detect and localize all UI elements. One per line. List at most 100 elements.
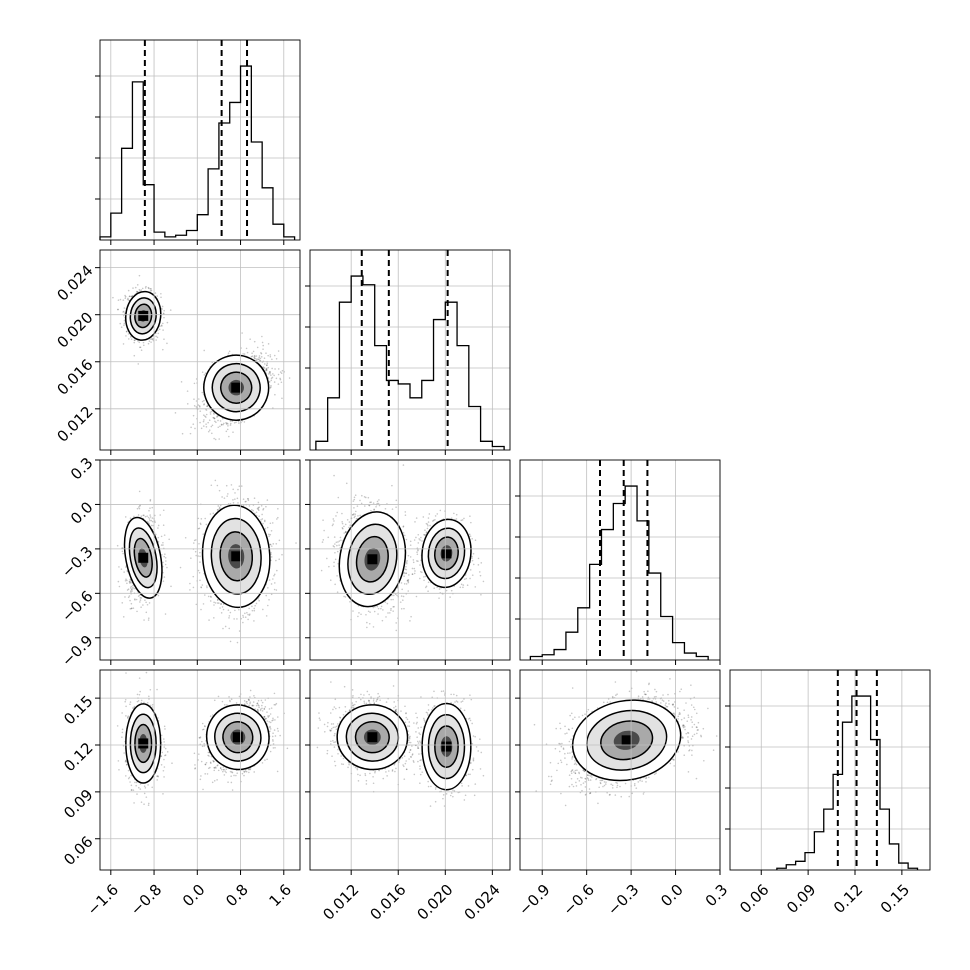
sample-point xyxy=(264,520,266,523)
sample-point xyxy=(244,500,247,503)
sample-point xyxy=(247,618,249,621)
sample-point xyxy=(270,530,273,532)
sample-point xyxy=(119,298,122,301)
sample-point xyxy=(209,600,212,602)
sample-point xyxy=(262,344,265,347)
sample-point xyxy=(265,615,268,617)
sample-point xyxy=(262,507,265,510)
sample-point xyxy=(205,523,208,526)
sample-point xyxy=(376,500,379,503)
sample-point xyxy=(275,589,278,591)
sample-point xyxy=(144,599,146,601)
sample-point xyxy=(267,587,269,589)
sample-point xyxy=(217,426,220,429)
sample-point xyxy=(136,290,139,293)
sample-point xyxy=(149,514,151,516)
histogram-4 xyxy=(776,695,919,870)
sample-point xyxy=(205,416,207,418)
sample-point xyxy=(127,299,130,301)
sample-point xyxy=(129,582,131,584)
sample-point xyxy=(198,542,200,545)
sample-point xyxy=(225,484,228,487)
sample-point xyxy=(118,566,120,568)
sample-point xyxy=(251,355,254,357)
sample-point xyxy=(280,381,283,384)
sample-point xyxy=(190,426,192,429)
sample-point xyxy=(272,543,275,545)
sample-point xyxy=(194,427,196,430)
sample-point xyxy=(133,515,135,518)
sample-point xyxy=(164,613,167,615)
sample-point xyxy=(253,354,256,357)
sample-point xyxy=(127,289,130,292)
sample-point xyxy=(116,544,119,547)
sample-point xyxy=(199,551,201,554)
sample-point xyxy=(170,585,172,588)
sample-point xyxy=(139,594,141,596)
sample-point xyxy=(269,372,271,375)
sample-point xyxy=(154,292,157,294)
sample-point xyxy=(157,527,159,529)
sample-point xyxy=(132,607,135,609)
sample-point xyxy=(260,519,262,521)
sample-point xyxy=(195,405,198,408)
sample-point xyxy=(262,608,264,611)
sample-point xyxy=(126,579,128,582)
sample-point xyxy=(117,308,119,311)
sample-point xyxy=(138,505,141,507)
sample-point xyxy=(192,542,195,544)
sample-point xyxy=(163,534,166,536)
sample-point xyxy=(257,506,260,509)
sample-point xyxy=(166,342,168,345)
sample-point xyxy=(270,593,273,596)
sample-point xyxy=(160,324,163,327)
sample-point xyxy=(138,507,141,510)
sample-point xyxy=(129,579,131,581)
sample-point xyxy=(198,527,201,530)
sample-point xyxy=(155,533,157,536)
sample-point xyxy=(228,435,230,438)
sample-point xyxy=(129,580,131,583)
sample-point xyxy=(200,427,203,430)
sample-point xyxy=(144,515,147,518)
sample-point xyxy=(253,356,255,358)
sample-point xyxy=(151,338,154,341)
sample-point xyxy=(128,295,131,298)
sample-point xyxy=(122,343,125,345)
sample-point xyxy=(130,607,133,610)
sample-point xyxy=(161,305,164,308)
sample-point xyxy=(251,605,253,608)
sample-point xyxy=(275,518,278,520)
sample-point xyxy=(255,511,258,514)
sample-point xyxy=(134,598,136,600)
sample-point xyxy=(252,350,255,353)
sample-point xyxy=(204,594,206,596)
sample-point xyxy=(269,543,271,546)
sample-point xyxy=(126,582,128,585)
sample-point xyxy=(166,321,169,324)
sample-point xyxy=(253,607,256,610)
sample-point xyxy=(140,606,142,608)
sample-point xyxy=(198,405,201,407)
sample-point xyxy=(275,543,278,545)
sample-point xyxy=(206,586,208,589)
sample-point xyxy=(199,523,202,526)
sample-point xyxy=(214,479,217,482)
sample-point xyxy=(193,382,196,385)
sample-point xyxy=(149,290,152,292)
sample-point xyxy=(129,336,132,338)
sample-point xyxy=(141,287,144,290)
sample-point xyxy=(271,376,274,379)
sample-point xyxy=(199,421,201,424)
sample-point xyxy=(160,535,163,538)
histogram-2 xyxy=(315,275,505,450)
sample-point xyxy=(130,295,133,298)
sample-point xyxy=(157,524,160,527)
density-peak xyxy=(138,310,149,321)
sample-point xyxy=(255,355,258,357)
sample-point xyxy=(120,326,123,329)
sample-point xyxy=(133,587,136,590)
sample-point xyxy=(242,498,245,500)
sample-point xyxy=(164,553,166,555)
